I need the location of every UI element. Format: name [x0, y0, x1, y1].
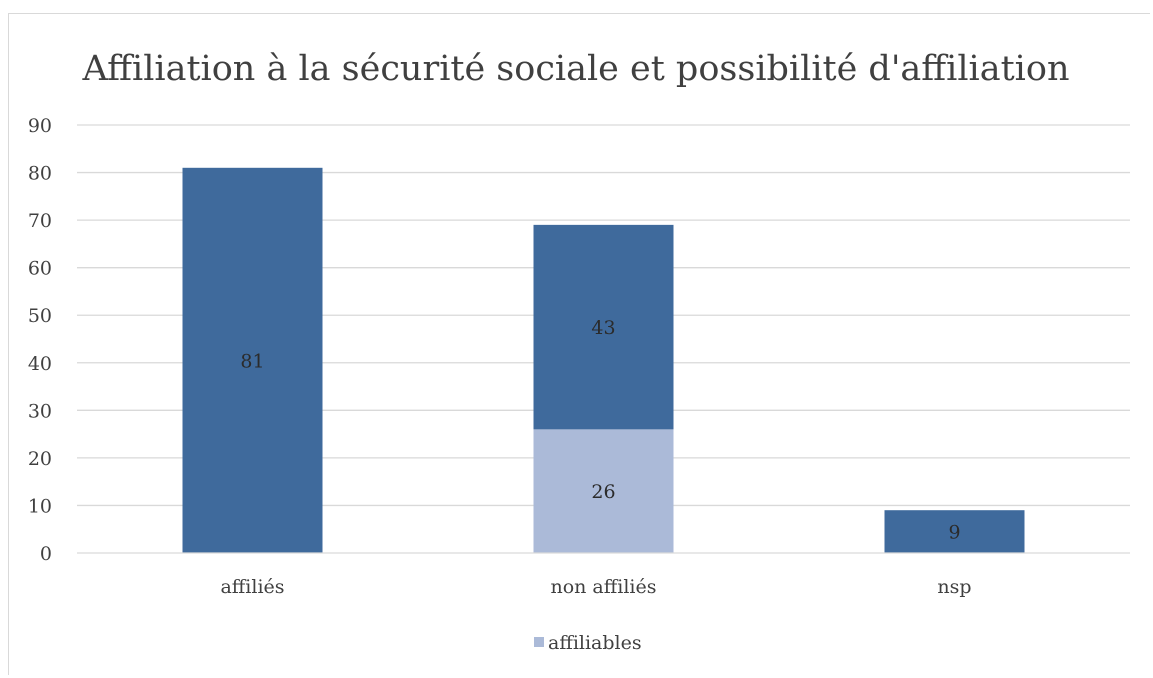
data-labels: 81 43 26 9	[240, 317, 960, 543]
y-tick-label: 40	[28, 353, 52, 375]
bars	[182, 167, 1025, 554]
bar-segment	[533, 429, 674, 553]
legend-label: affiliables	[548, 632, 642, 654]
x-category-label: non affiliés	[550, 576, 656, 598]
y-tick-label: 0	[40, 543, 52, 565]
y-tick-label: 90	[28, 115, 52, 137]
bar-segment	[182, 167, 323, 554]
y-tick-label: 30	[28, 400, 52, 422]
bar-segment	[533, 224, 674, 430]
y-tick-label: 10	[28, 495, 52, 517]
data-label: 43	[591, 317, 615, 339]
y-axis-tick-labels: 0 10 20 30 40 50 60 70 80 90	[28, 115, 52, 565]
chart-title: Affiliation à la sécurité sociale et pos…	[82, 49, 1070, 89]
legend: affiliables	[534, 632, 642, 654]
y-tick-label: 80	[28, 163, 52, 185]
y-tick-label: 70	[28, 210, 52, 232]
y-tick-label: 50	[28, 305, 52, 327]
x-axis-category-labels: affiliés non affiliés nsp	[220, 576, 971, 598]
legend-swatch	[534, 637, 544, 647]
data-label: 9	[948, 522, 960, 544]
data-label: 26	[591, 481, 615, 503]
x-category-label: affiliés	[220, 576, 284, 598]
chart-frame	[8, 13, 1150, 675]
data-label: 81	[240, 350, 264, 372]
y-tick-label: 60	[28, 258, 52, 280]
y-tick-label: 20	[28, 448, 52, 470]
bar-segment	[884, 510, 1025, 553]
x-category-label: nsp	[937, 576, 971, 598]
